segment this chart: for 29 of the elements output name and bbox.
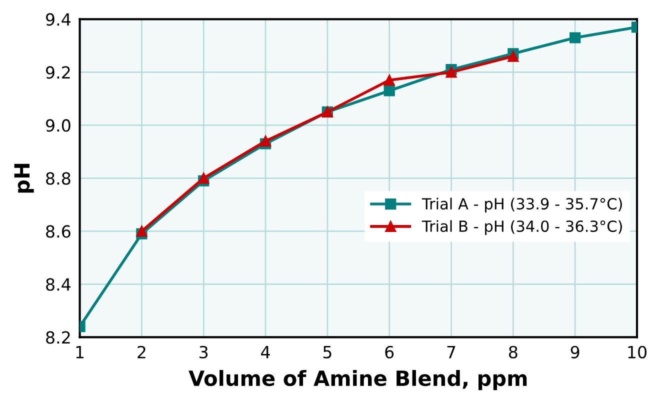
point — [384, 85, 395, 96]
x-tick-label: 3 — [200, 346, 208, 358]
x-tick-label: 7 — [447, 346, 456, 358]
legend-label: Trial B - pH (34.0 - 36.3°C) — [422, 220, 622, 235]
y-axis-title: pH — [14, 164, 34, 193]
y-tick-label: 8.2 — [46, 331, 70, 344]
point — [136, 226, 148, 237]
x-tick-label: 5 — [323, 346, 332, 358]
y-tick-label: 9.2 — [46, 66, 70, 79]
point — [508, 50, 519, 62]
point — [198, 172, 210, 184]
y-tick-label: 8.8 — [46, 172, 70, 185]
x-tick-label: 9 — [570, 346, 580, 358]
point — [260, 136, 272, 147]
point — [446, 66, 457, 78]
y-tick-label: 8.4 — [46, 278, 71, 291]
x-tick-label: 4 — [261, 346, 270, 358]
x-tick-label: 8 — [509, 346, 518, 358]
y-tick-label: 9.0 — [46, 119, 70, 132]
x-tick-label: 1 — [76, 346, 84, 358]
y-tick-label: 8.6 — [46, 225, 70, 238]
point — [384, 74, 395, 86]
x-tick-label: 6 — [385, 346, 394, 358]
legend-label: Trial A - pH (33.9 - 35.7°C) — [422, 198, 622, 213]
y-tick-label: 9.4 — [46, 13, 71, 26]
point — [570, 32, 581, 44]
x-axis-title: Volume of Amine Blend, ppm — [188, 370, 527, 390]
x-tick-label: 2 — [138, 346, 146, 358]
x-tick-label: 10 — [628, 346, 646, 358]
